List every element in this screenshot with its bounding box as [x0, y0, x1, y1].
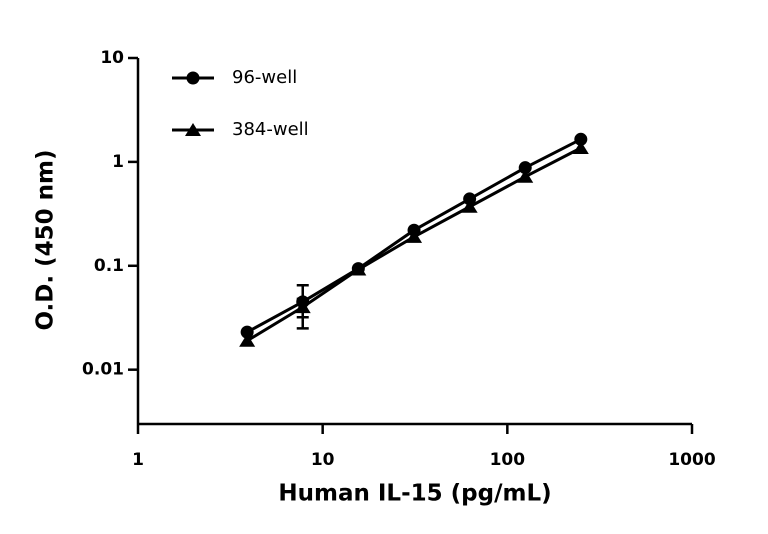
y-tick-label: 0.1 — [94, 256, 124, 276]
marker — [240, 325, 254, 339]
marker — [239, 333, 256, 347]
marker — [518, 161, 532, 175]
marker — [572, 141, 589, 155]
y-tick-label: 1 — [112, 152, 124, 172]
y-tick-label: 10 — [100, 48, 124, 68]
x-axis-label: Human IL-15 (pg/mL) — [278, 481, 551, 507]
marker — [463, 192, 477, 206]
marker — [294, 300, 311, 314]
marker — [406, 229, 423, 243]
x-tick-label: 1 — [132, 450, 144, 470]
marker — [574, 132, 588, 146]
y-tick-label: 0.01 — [82, 360, 124, 380]
marker — [461, 199, 478, 213]
x-tick-label: 10 — [311, 450, 335, 470]
marker — [350, 262, 367, 276]
legend-label: 384-well — [232, 119, 309, 140]
y-axis-label: O.D. (450 nm) — [33, 149, 59, 330]
marker — [517, 169, 534, 183]
x-tick-label: 1000 — [668, 450, 715, 470]
legend-marker — [186, 71, 200, 85]
legend-label: 96-well — [232, 67, 297, 88]
legend-marker — [185, 123, 201, 136]
x-tick-label: 100 — [490, 450, 526, 470]
